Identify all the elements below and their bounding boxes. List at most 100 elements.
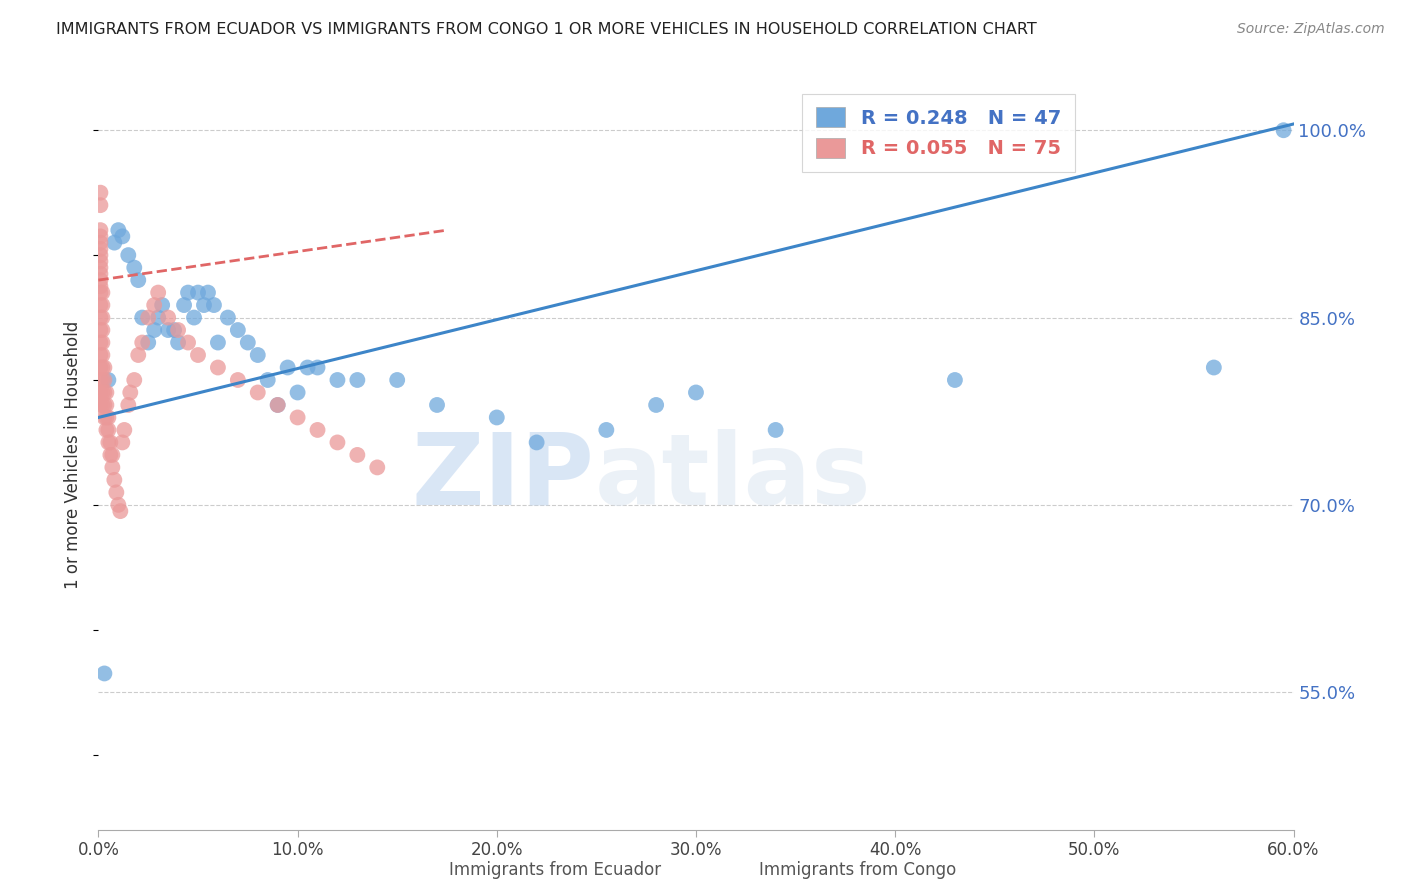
Point (103, 235, 125, 250)
Point (89, 398, 111, 412)
Point (89, 198, 111, 212)
Point (385, 373, 409, 387)
Point (93, 398, 115, 412)
Point (765, 423, 787, 437)
Point (91, 373, 114, 387)
Point (89, 186, 111, 200)
Point (107, 223, 129, 237)
Point (943, 373, 966, 387)
Point (96, 410, 118, 425)
Point (143, 298, 166, 312)
Point (120, 385, 142, 400)
Point (89, 242, 111, 256)
Point (131, 335, 153, 350)
Point (177, 285, 200, 300)
Point (277, 360, 299, 375)
Point (167, 323, 190, 337)
Point (96, 385, 118, 400)
Point (105, 485, 128, 500)
Text: Immigrants from Ecuador: Immigrants from Ecuador (450, 861, 661, 879)
Point (91, 335, 114, 350)
Point (236, 335, 259, 350)
Point (173, 298, 195, 312)
Point (187, 285, 209, 300)
Point (183, 310, 205, 325)
Point (96, 398, 118, 412)
Point (177, 335, 200, 350)
Point (157, 310, 180, 325)
Point (167, 335, 190, 350)
Point (326, 435, 349, 450)
Text: atlas: atlas (595, 429, 870, 526)
Point (346, 448, 368, 462)
Point (193, 298, 215, 312)
Point (97, 373, 120, 387)
Point (93, 360, 115, 375)
Point (93, 666, 115, 681)
Legend: R = 0.248   N = 47, R = 0.055   N = 75: R = 0.248 N = 47, R = 0.055 N = 75 (803, 94, 1074, 172)
Point (131, 310, 153, 325)
Point (226, 373, 249, 387)
Point (89, 323, 111, 337)
Point (89, 267, 111, 281)
Point (91, 385, 114, 400)
Point (103, 473, 125, 487)
Point (127, 348, 149, 362)
Point (148, 285, 170, 300)
Text: ZIP: ZIP (412, 429, 595, 526)
Point (202, 298, 225, 312)
Point (91, 285, 114, 300)
Point (117, 248, 139, 262)
Point (89, 348, 111, 362)
Point (124, 373, 146, 387)
Point (148, 310, 170, 325)
Y-axis label: 1 or more Vehicles in Household: 1 or more Vehicles in Household (65, 321, 83, 589)
Point (595, 423, 617, 437)
Point (107, 498, 129, 512)
Text: IMMIGRANTS FROM ECUADOR VS IMMIGRANTS FROM CONGO 1 OR MORE VEHICLES IN HOUSEHOLD: IMMIGRANTS FROM ECUADOR VS IMMIGRANTS FR… (56, 22, 1038, 37)
Point (1272, 123, 1295, 137)
Point (287, 410, 309, 425)
Point (89, 310, 111, 325)
Point (89, 373, 111, 387)
Point (124, 260, 146, 275)
Point (89, 360, 111, 375)
Point (112, 423, 135, 437)
Point (93, 410, 115, 425)
Point (1202, 360, 1225, 375)
Point (157, 323, 180, 337)
Point (326, 373, 349, 387)
Point (685, 385, 707, 400)
Point (97, 435, 120, 450)
Point (526, 435, 548, 450)
Point (267, 398, 290, 412)
Point (136, 335, 159, 350)
Point (645, 398, 668, 412)
Point (97, 410, 120, 425)
Point (307, 423, 329, 437)
Point (91, 298, 114, 312)
Point (96, 423, 118, 437)
Point (89, 223, 111, 237)
Point (98, 448, 122, 462)
Point (485, 410, 508, 425)
Point (297, 360, 319, 375)
Point (207, 360, 229, 375)
Point (346, 373, 368, 387)
Point (226, 323, 249, 337)
Point (101, 448, 124, 462)
Point (91, 348, 114, 362)
Point (89, 260, 111, 275)
Point (89, 335, 111, 350)
Point (150, 298, 173, 312)
Point (117, 398, 139, 412)
Point (217, 310, 239, 325)
Point (143, 323, 166, 337)
Point (91, 323, 114, 337)
Point (93, 373, 115, 387)
Point (98, 435, 122, 450)
Point (246, 385, 269, 400)
Point (187, 348, 209, 362)
Point (267, 398, 290, 412)
Point (91, 398, 114, 412)
